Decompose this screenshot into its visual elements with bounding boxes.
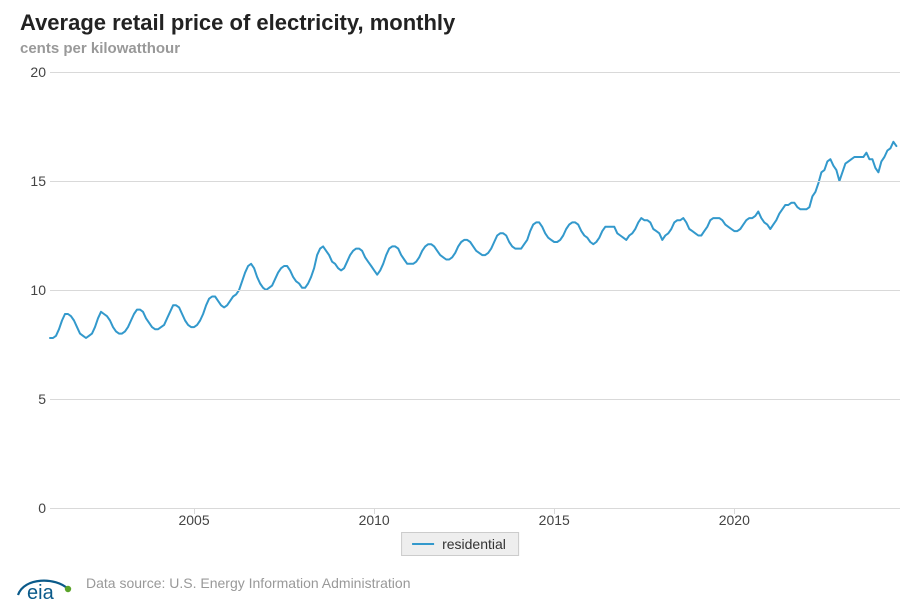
legend-label: residential <box>442 536 506 552</box>
data-source-text: Data source: U.S. Energy Information Adm… <box>86 575 410 591</box>
svg-text:eia: eia <box>27 582 55 603</box>
x-tick-label: 2010 <box>359 512 390 528</box>
gridline <box>50 508 900 509</box>
chart-title: Average retail price of electricity, mon… <box>20 10 455 36</box>
plot-area: 051015202005201020152020 <box>50 72 900 508</box>
gridline <box>50 399 900 400</box>
x-tick-label: 2015 <box>539 512 570 528</box>
line-residential <box>50 142 896 338</box>
gridline <box>50 290 900 291</box>
gridline <box>50 72 900 73</box>
legend: residential <box>401 532 519 556</box>
chart-footer: eia Data source: U.S. Energy Information… <box>16 563 410 603</box>
gridline <box>50 181 900 182</box>
y-tick-label: 20 <box>20 64 46 80</box>
y-axis-title: cents per kilowatthour <box>20 40 180 57</box>
y-tick-label: 0 <box>20 500 46 516</box>
y-tick-label: 5 <box>20 391 46 407</box>
eia-logo: eia <box>16 563 72 603</box>
x-tick-label: 2020 <box>719 512 750 528</box>
x-tick-label: 2005 <box>178 512 209 528</box>
y-tick-label: 10 <box>20 282 46 298</box>
y-tick-label: 15 <box>20 173 46 189</box>
legend-swatch <box>412 543 434 545</box>
